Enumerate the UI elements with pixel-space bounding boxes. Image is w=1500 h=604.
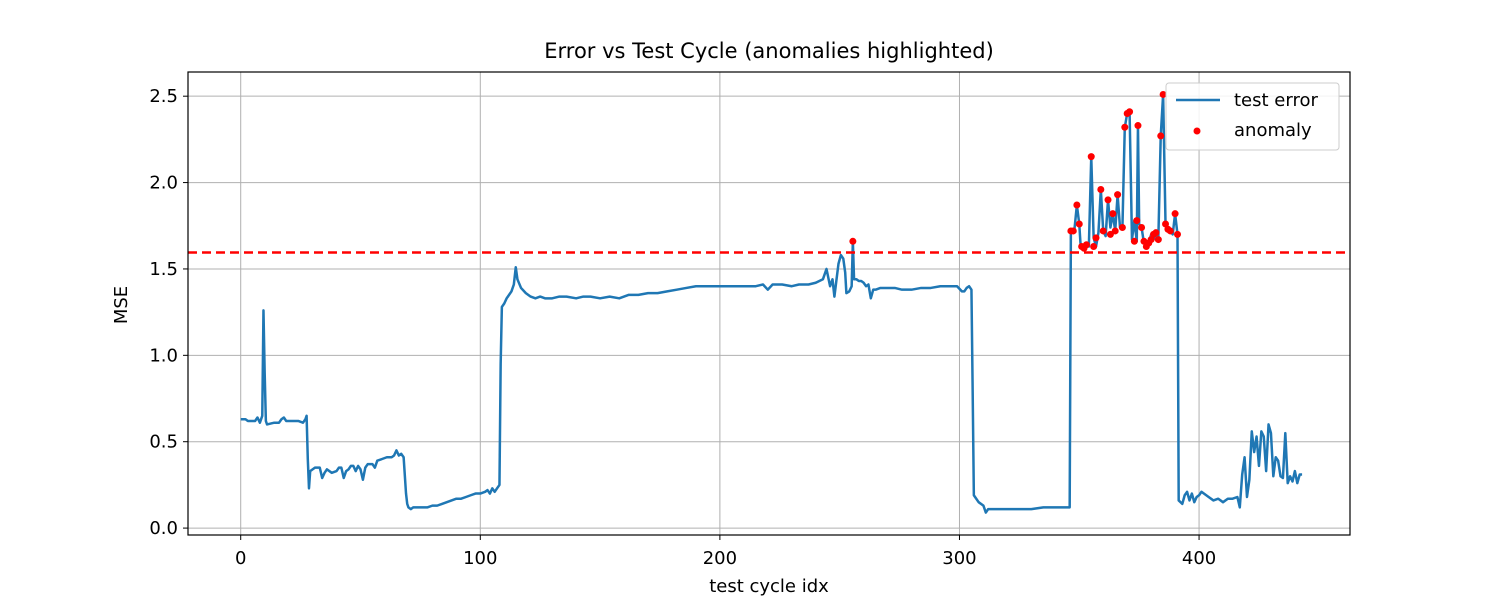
x-tick-label: 100 bbox=[463, 548, 497, 569]
anomaly-point bbox=[1130, 237, 1138, 245]
x-tick-label: 300 bbox=[942, 548, 976, 569]
chart-title: Error vs Test Cycle (anomalies highlight… bbox=[544, 39, 994, 63]
grid bbox=[188, 72, 1350, 535]
y-tick-label: 2.5 bbox=[149, 86, 178, 107]
anomaly-point bbox=[1099, 227, 1107, 235]
anomaly-point bbox=[1073, 201, 1081, 209]
anomaly-point bbox=[1104, 196, 1112, 204]
y-tick-label: 0.0 bbox=[149, 518, 178, 539]
anomaly-point bbox=[1097, 185, 1105, 193]
anomaly-point bbox=[1159, 90, 1167, 98]
anomaly-point bbox=[1126, 108, 1134, 116]
anomaly-point bbox=[1152, 229, 1160, 237]
axes: 0 100 200 300 400 0.0 0.5 1.0 1.5 2.0 2.5 bbox=[149, 71, 1351, 569]
legend-label-anomaly: anomaly bbox=[1234, 120, 1312, 141]
plot-clip-group bbox=[188, 90, 1350, 514]
anomaly-point bbox=[1133, 217, 1141, 225]
legend-label-test-error: test error bbox=[1234, 90, 1318, 111]
anomaly-point bbox=[849, 237, 857, 245]
x-tick-label: 0 bbox=[235, 548, 246, 569]
anomaly-point bbox=[1157, 132, 1165, 140]
x-tick-label: 400 bbox=[1182, 548, 1216, 569]
anomaly-point bbox=[1154, 236, 1162, 244]
anomaly-point bbox=[1173, 230, 1181, 238]
plot-area bbox=[188, 90, 1350, 514]
anomaly-point bbox=[1171, 210, 1179, 218]
anomaly-point bbox=[1090, 242, 1098, 250]
anomaly-point bbox=[1069, 227, 1077, 235]
anomaly-point bbox=[1111, 227, 1119, 235]
anomaly-point bbox=[1118, 223, 1126, 231]
anomaly-point bbox=[1087, 153, 1095, 161]
anomaly-point bbox=[1138, 223, 1146, 231]
plot-frame bbox=[187, 71, 1351, 536]
anomaly-point bbox=[1166, 227, 1174, 235]
y-tick-label: 1.0 bbox=[149, 345, 178, 366]
x-tick-label: 200 bbox=[703, 548, 737, 569]
anomaly-point bbox=[1092, 234, 1100, 242]
y-tick-label: 1.5 bbox=[149, 259, 178, 280]
anomaly-point bbox=[1082, 241, 1090, 249]
legend: test error anomaly bbox=[1165, 82, 1340, 151]
x-axis-label: test cycle idx bbox=[709, 576, 829, 597]
y-axis-label: MSE bbox=[111, 286, 132, 324]
anomaly-point bbox=[1075, 220, 1083, 228]
legend-marker-swatch bbox=[1193, 127, 1201, 135]
series-line-test-error bbox=[240, 93, 1303, 514]
y-tick-label: 2.0 bbox=[149, 173, 178, 194]
anomaly-point bbox=[1121, 123, 1129, 131]
anomaly-point bbox=[1109, 210, 1117, 218]
anomaly-point bbox=[1134, 122, 1142, 130]
anomaly-point bbox=[1114, 191, 1122, 199]
y-tick-label: 0.5 bbox=[149, 432, 178, 453]
